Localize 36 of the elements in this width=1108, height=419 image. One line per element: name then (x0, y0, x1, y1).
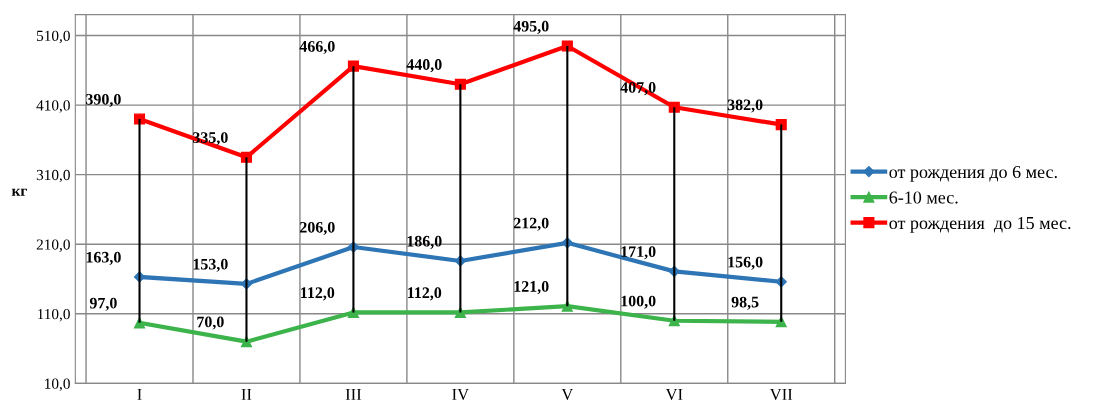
data-label: 212,0 (513, 217, 549, 231)
data-label: 98,5 (731, 296, 759, 310)
x-tick-label: V (561, 388, 574, 401)
y-tick-label: 410,0 (36, 100, 70, 113)
data-label: 163,0 (86, 251, 121, 265)
data-label: 112,0 (301, 287, 335, 301)
x-tick-label: VI (665, 388, 683, 401)
data-label: 390,0 (86, 93, 121, 107)
x-tick-label: I (137, 388, 142, 400)
y-tick-label: 110,0 (38, 308, 70, 322)
y-tick-label: 10,0 (45, 378, 70, 392)
x-tick-label: II (241, 388, 252, 400)
legend-label: от рождения до 15 мес. (889, 217, 1071, 233)
legend-label: от рождения до 6 мес. (889, 165, 1057, 182)
x-tick-label: III (345, 388, 362, 400)
data-label: 121,0 (514, 281, 549, 295)
y-tick-label: 210,0 (36, 239, 70, 252)
y-tick-label: 310,0 (36, 169, 70, 183)
data-label: 206,0 (300, 221, 335, 235)
data-label: 466,0 (299, 41, 335, 55)
data-label: 112,0 (408, 287, 442, 301)
data-label: 171,0 (621, 246, 656, 260)
data-label: 440,0 (406, 59, 442, 73)
data-label: 70,0 (197, 316, 224, 330)
data-label: 382,0 (727, 99, 763, 113)
data-label: 153,0 (193, 258, 228, 272)
data-label: 100,0 (621, 295, 656, 309)
data-label: 495,0 (513, 20, 549, 34)
data-label: 156,0 (728, 256, 763, 270)
data-label: 186,0 (407, 235, 442, 249)
x-tick-label: IV (452, 388, 469, 401)
legend-label: 6-10 мес. (889, 191, 958, 204)
y-axis-title: кг (11, 188, 27, 196)
x-tick-label: VII (769, 388, 793, 401)
data-label: 97,0 (89, 297, 117, 311)
y-tick-label: 510,0 (37, 30, 70, 44)
